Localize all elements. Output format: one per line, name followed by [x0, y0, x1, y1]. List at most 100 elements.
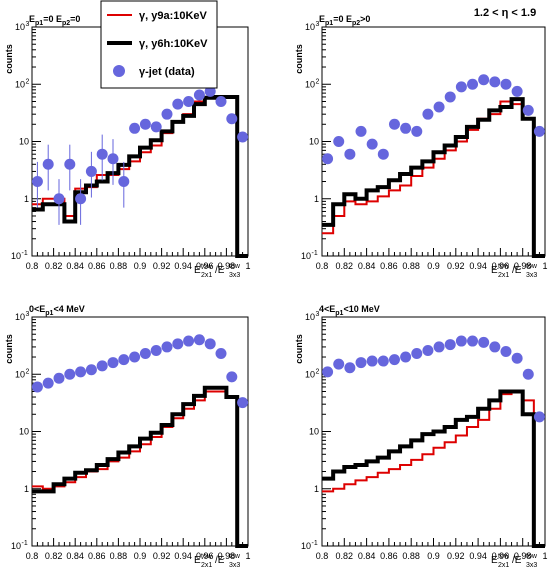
- x-tick-label: 1: [542, 261, 547, 271]
- y-tick-exponent: -1: [22, 540, 28, 547]
- panel-title: 0<Ep1<4 MeV: [29, 304, 85, 317]
- y-tick-label: 10: [19, 137, 29, 147]
- data-point: [183, 95, 195, 107]
- y-tick-exponent: 3: [26, 311, 30, 318]
- x-tick-label: 0.82: [336, 261, 354, 271]
- histogram-y6h: [322, 97, 545, 258]
- data-point: [388, 354, 400, 366]
- x-tick-label: 0.92: [153, 551, 171, 561]
- x-axis-label-sup: tow: [498, 553, 510, 560]
- y-tick-label: 10: [301, 251, 311, 261]
- x-tick-label: 0.88: [110, 551, 128, 561]
- panel-title-mid: =0 E: [333, 14, 352, 24]
- y-tick-exponent: 3: [26, 21, 30, 28]
- data-point: [96, 148, 108, 160]
- data-point: [433, 341, 445, 353]
- panel-title-sub: p2: [352, 20, 360, 27]
- x-axis-label-sup: tow: [229, 263, 241, 270]
- panel-title-mid: <10 MeV: [343, 304, 379, 314]
- x-tick-label: 0.86: [380, 551, 398, 561]
- data-point: [53, 372, 65, 384]
- x-tick-label: 0.96: [492, 261, 510, 271]
- data-point: [172, 338, 184, 350]
- panel-title-sub: p1: [325, 20, 333, 27]
- x-tick-label: 0.8: [26, 261, 39, 271]
- data-point: [422, 108, 434, 120]
- x-tick-label: 0.84: [358, 551, 376, 561]
- data-point: [107, 357, 119, 369]
- x-tick-label: 0.92: [447, 261, 465, 271]
- x-axis-label-sup: tow: [526, 263, 538, 270]
- x-tick-label: 0.96: [196, 551, 214, 561]
- data-point: [31, 176, 43, 188]
- x-axis-label-slash: /E: [215, 265, 225, 276]
- data-point: [215, 348, 227, 360]
- data-point: [467, 335, 479, 347]
- data-point: [355, 357, 367, 369]
- data-point: [161, 341, 173, 353]
- x-tick-label: 0.98: [218, 261, 236, 271]
- data-point: [75, 193, 87, 205]
- x-axis-label-sub: 3x3: [526, 562, 537, 569]
- x-tick-label: 1: [245, 551, 250, 561]
- panel-title-sub: p1: [35, 20, 43, 27]
- y-tick-exponent: -1: [22, 250, 28, 257]
- x-tick-label: 0.88: [110, 261, 128, 271]
- x-axis-label-slash: /E: [512, 265, 522, 276]
- data-point: [193, 89, 205, 101]
- x-axis-label-sub: 2x1: [498, 272, 509, 279]
- y-tick-label: 10: [305, 312, 315, 322]
- y-axis-label: counts: [294, 334, 304, 364]
- data-point: [226, 371, 238, 383]
- x-axis-label-sup: tow: [526, 553, 538, 560]
- x-axis-label-sub: 3x3: [229, 562, 240, 569]
- data-point: [478, 74, 490, 86]
- y-tick-label: 10: [15, 312, 25, 322]
- x-tick-label: 0.9: [134, 551, 147, 561]
- data-point: [161, 108, 173, 120]
- data-point: [467, 78, 479, 90]
- data-point: [366, 138, 378, 150]
- x-tick-label: 0.98: [218, 551, 236, 561]
- x-axis-label-sub: 3x3: [526, 272, 537, 279]
- chart-panel-4: 0.8 0.82 0.84 0.86 0.88 0.9 0.92 0.94 0.96 0.98 1 1…: [294, 304, 548, 569]
- data-point: [489, 76, 501, 88]
- data-point: [139, 118, 151, 130]
- y-tick-label: 10: [301, 541, 311, 551]
- legend-label: γ, y9a:10KeV: [139, 10, 208, 22]
- data-point: [400, 351, 412, 363]
- y-axis-label: counts: [4, 334, 14, 364]
- data-point: [422, 344, 434, 356]
- data-point: [366, 355, 378, 367]
- y-tick-exponent: -1: [312, 250, 318, 257]
- x-tick-label: 1: [542, 551, 547, 561]
- x-tick-label: 0.88: [402, 261, 420, 271]
- data-point: [42, 377, 54, 389]
- y-tick-label: 10: [11, 251, 21, 261]
- x-tick-label: 0.84: [358, 261, 376, 271]
- data-point: [455, 335, 467, 347]
- data-point: [444, 91, 456, 103]
- y-tick-label: 10: [15, 79, 25, 89]
- data-point: [226, 113, 238, 125]
- data-point: [377, 355, 389, 367]
- data-point: [411, 125, 423, 137]
- data-point: [322, 366, 334, 378]
- data-point: [118, 176, 130, 188]
- x-tick-label: 0.82: [45, 261, 63, 271]
- panel-title: Ep1=0 Ep2>0: [319, 14, 370, 27]
- x-axis-label-E: E: [194, 265, 201, 276]
- x-axis-label-E: E: [194, 555, 201, 566]
- data-point: [42, 158, 54, 170]
- x-tick-label: 0.8: [316, 261, 329, 271]
- legend-label: γ, y6h:10KeV: [139, 38, 208, 50]
- panel-title-mid: =0 E: [43, 14, 62, 24]
- data-point: [400, 122, 412, 134]
- y-tick-exponent: 3: [316, 311, 320, 318]
- data-point: [85, 364, 97, 376]
- x-axis-label-sub: 2x1: [498, 562, 509, 569]
- x-tick-label: 0.86: [88, 551, 106, 561]
- y-tick-exponent: 2: [316, 78, 320, 85]
- panel-title-sub: p2: [62, 20, 70, 27]
- data-point: [522, 368, 534, 380]
